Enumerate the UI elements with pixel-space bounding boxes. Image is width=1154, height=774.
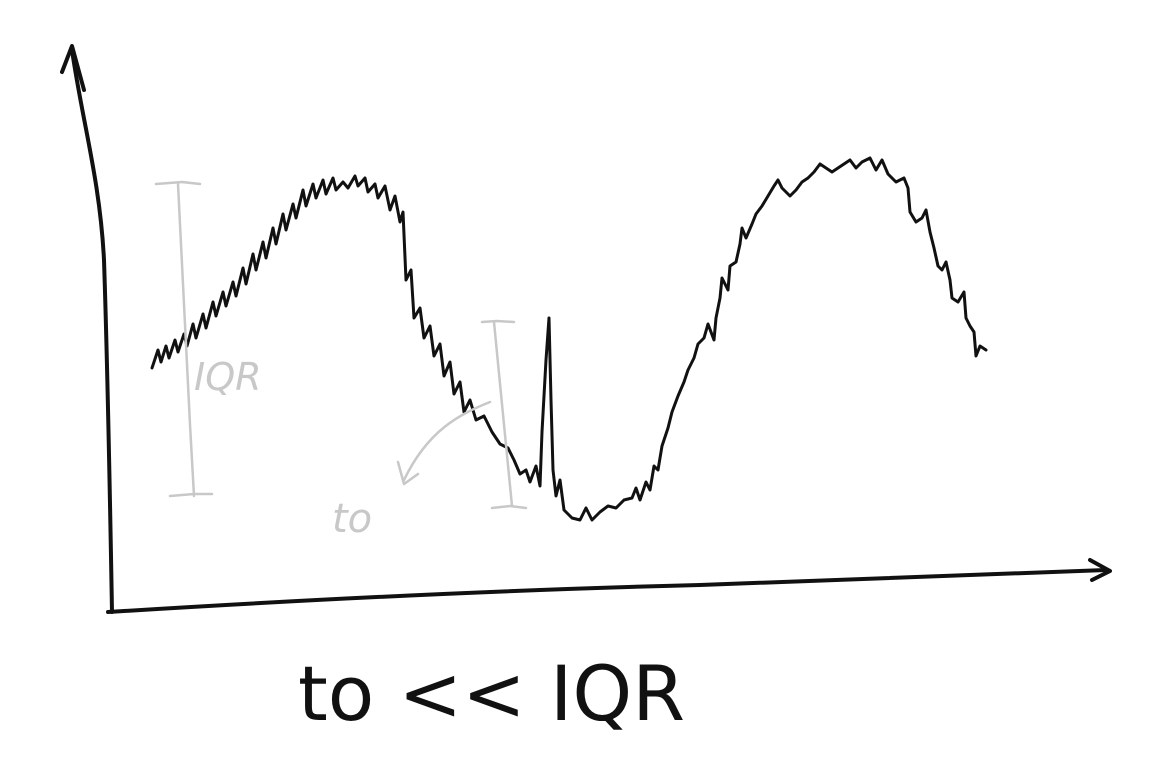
iqr-bracket [154, 180, 214, 498]
to-annotation: to [332, 496, 372, 542]
y-axis [60, 44, 114, 614]
iqr-annotation: IQR [194, 355, 262, 399]
signal-curve [150, 156, 988, 522]
caption-formula: to << IQR [298, 649, 685, 738]
to-arrowhead [396, 460, 420, 486]
to-arrow [396, 400, 492, 486]
y-axis-arrowhead [60, 44, 86, 92]
short-bracket [480, 319, 528, 510]
x-axis-arrowhead [1088, 558, 1112, 582]
x-axis [106, 558, 1112, 614]
